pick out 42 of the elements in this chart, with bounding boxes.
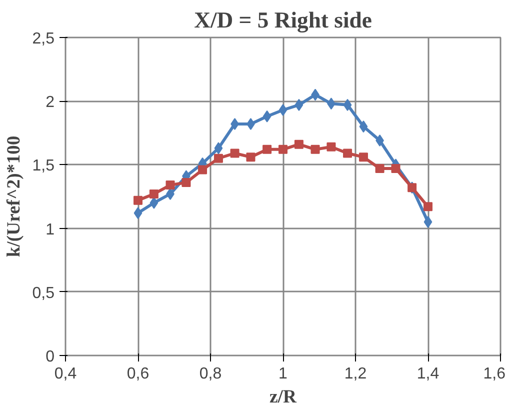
point — [134, 196, 142, 205]
point — [214, 142, 223, 154]
point — [391, 164, 400, 174]
point — [294, 98, 304, 111]
point — [262, 144, 272, 154]
point — [214, 154, 223, 163]
point — [424, 202, 432, 212]
point — [326, 142, 336, 152]
point — [278, 104, 288, 116]
x-tick-label: 1,4 — [416, 366, 440, 382]
y-axis-title: k/(Uref^2)*100 — [3, 136, 24, 258]
point — [424, 216, 432, 228]
point — [310, 144, 320, 154]
point — [262, 110, 272, 122]
y-tick-label: 1 — [46, 221, 55, 238]
x-tick-label: 1,6 — [483, 366, 506, 382]
point — [375, 164, 384, 174]
point — [182, 178, 191, 188]
x-tick-label: 1 — [278, 366, 288, 382]
point — [294, 140, 304, 149]
y-tick-label: 2,5 — [32, 30, 55, 48]
chart-title: X/D = 5 Right side — [194, 8, 372, 32]
x-tick-label: 0,6 — [126, 366, 150, 382]
point — [278, 144, 288, 154]
y-tick-label: 2 — [46, 94, 55, 112]
point — [343, 98, 352, 111]
y-tick-label: 1,5 — [32, 158, 55, 175]
x-tick-label: 0,8 — [199, 366, 222, 382]
y-tick-label: 0 — [46, 348, 55, 366]
point — [359, 120, 368, 133]
y-tick-label: 0,5 — [32, 284, 55, 302]
point — [358, 152, 368, 162]
point — [343, 148, 352, 158]
point — [166, 180, 175, 190]
point — [230, 148, 240, 158]
point — [198, 165, 208, 174]
x-tick-label: 0,4 — [54, 366, 77, 382]
point — [134, 207, 142, 220]
x-axis-title: z/R — [270, 386, 297, 408]
x-tick-label: 1,2 — [344, 366, 367, 382]
point — [149, 189, 158, 198]
point — [246, 152, 256, 162]
